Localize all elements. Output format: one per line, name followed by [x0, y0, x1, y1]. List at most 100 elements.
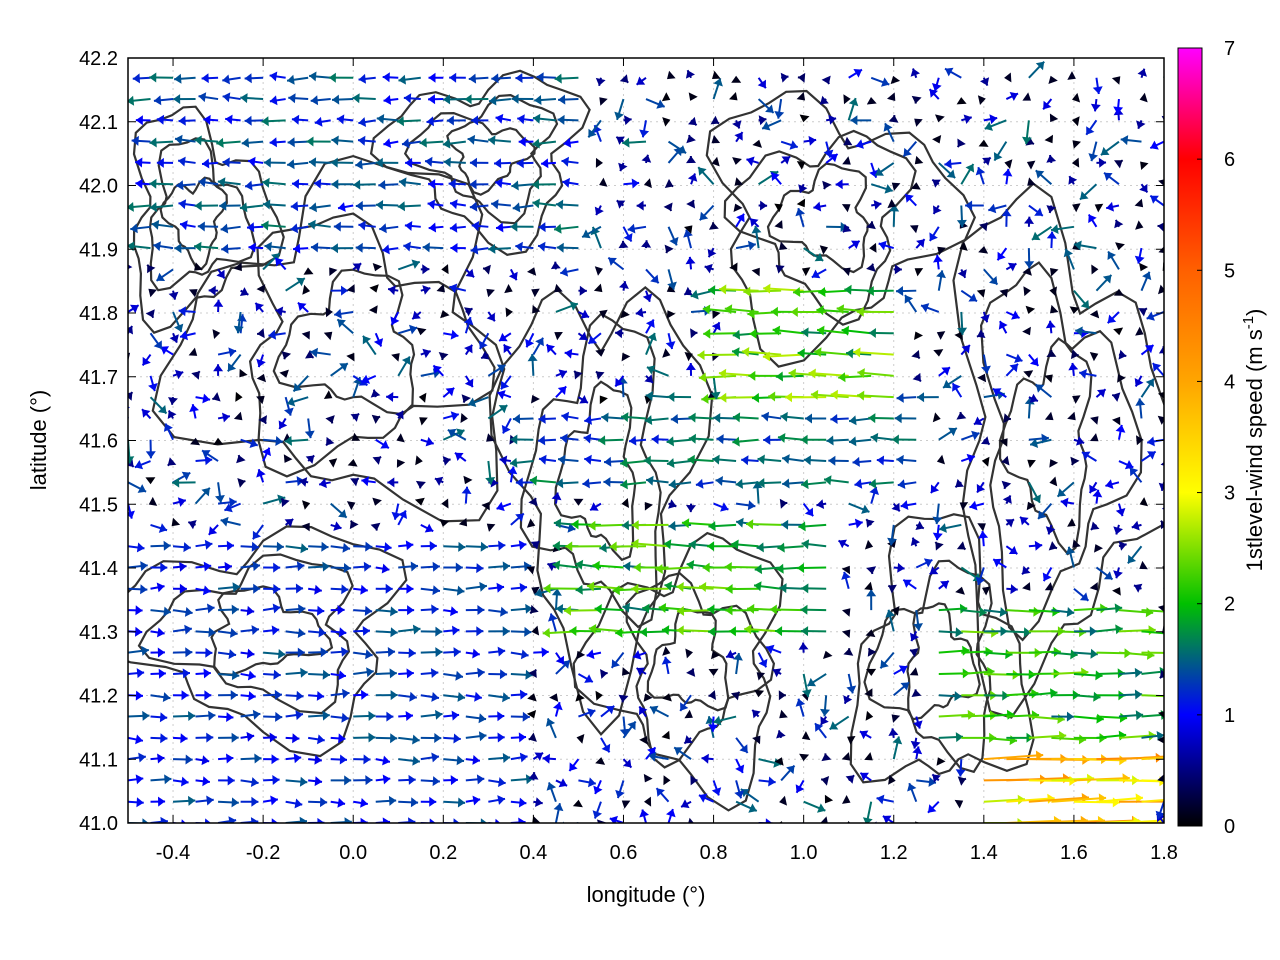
wind-vector-head	[362, 335, 372, 345]
wind-vector-head	[461, 486, 472, 494]
wind-vector-head	[587, 581, 595, 592]
wind-vector-head	[202, 158, 210, 169]
wind-vector-head	[246, 648, 255, 659]
wind-vector-head	[352, 263, 362, 272]
wind-vector-head	[923, 558, 933, 568]
wind-vector-head	[453, 647, 461, 658]
wind-vector-head	[478, 340, 488, 349]
wind-vector-head	[371, 414, 381, 424]
wind-vector-head	[376, 114, 385, 124]
wind-vector-head	[231, 732, 239, 743]
wind-vector-head	[550, 261, 561, 270]
wind-vector-head	[408, 648, 416, 658]
wind-vector-head	[955, 478, 964, 488]
wind-vector-head	[1067, 518, 1076, 527]
wind-vector-head	[320, 647, 328, 658]
wind-vector-head	[284, 407, 294, 416]
wind-vector-head	[896, 392, 904, 403]
wind-vector-head	[744, 624, 752, 635]
wind-vector-head	[483, 264, 491, 275]
wind-vector-head	[993, 558, 1002, 568]
wind-vector-head	[1048, 541, 1057, 551]
wind-vector-head	[404, 221, 413, 231]
wind-vector-head	[702, 562, 710, 573]
wind-vector-head	[796, 161, 806, 170]
wind-vector-head	[532, 305, 541, 314]
wind-vector-head	[351, 432, 361, 441]
wind-vector-head	[601, 412, 609, 423]
wind-vector-head	[1080, 299, 1090, 309]
wind-vector-head	[145, 477, 156, 485]
wind-vector-head	[651, 434, 659, 445]
wind-vector-head	[341, 712, 349, 723]
wind-vector-head	[496, 582, 505, 593]
wind-vector-head	[979, 222, 988, 232]
wind-vector-head	[734, 177, 744, 186]
wind-vector-head	[385, 583, 393, 594]
wind-vector-head	[292, 178, 300, 189]
wind-vector-head	[708, 521, 716, 532]
wind-vector-head	[299, 477, 308, 487]
wind-vector-head	[910, 182, 921, 190]
wind-vector-head	[418, 392, 427, 403]
wind-vector-head	[838, 372, 846, 383]
wind-vector-head	[754, 689, 765, 698]
wind-vector-head	[387, 477, 395, 488]
wind-vector-head	[936, 270, 946, 279]
wind-vector-head	[428, 179, 436, 190]
wind-vector-head	[499, 669, 508, 680]
wind-vector-head	[867, 648, 877, 657]
wind-vector	[1141, 630, 1164, 635]
wind-vector-head	[667, 392, 675, 402]
wind-vector-head	[623, 759, 632, 768]
wind-vector-head	[1158, 711, 1164, 719]
wind-vector-head	[593, 785, 603, 794]
wind-vector-head	[565, 541, 573, 552]
x-tick-label: 1.2	[880, 842, 908, 864]
wind-vector-head	[530, 541, 540, 550]
wind-vector-head	[620, 310, 630, 319]
terrain-contour-line	[906, 602, 981, 721]
terrain-contour-line	[625, 572, 776, 769]
wind-vector-head	[1115, 424, 1126, 433]
wind-vector-head	[1068, 176, 1078, 185]
wind-vector-head	[349, 520, 359, 530]
wind-vector-head	[644, 178, 652, 189]
colorbar-tick-label: 3	[1224, 483, 1235, 505]
wind-vector-head	[318, 627, 326, 638]
wind-vector-head	[498, 540, 506, 551]
wind-vector-head	[278, 420, 288, 429]
wind-vector-head	[330, 157, 338, 168]
wind-vector-head	[752, 735, 761, 745]
wind-vector-head	[528, 669, 537, 678]
wind-vector-head	[1118, 349, 1127, 360]
wind-vector-head	[317, 734, 325, 745]
wind-vector-head	[1092, 86, 1103, 94]
wind-vector-head	[510, 434, 518, 445]
wind-vector-head	[622, 137, 630, 148]
y-tick-label: 42.1	[79, 112, 118, 134]
wind-vector-head	[1093, 691, 1101, 702]
wind-vector-head	[993, 152, 1003, 161]
wind-vector-head	[532, 198, 540, 209]
wind-vector-head	[179, 561, 187, 572]
wind-vector-head	[907, 783, 917, 792]
wind-vector-head	[136, 668, 145, 679]
wind-vector-head	[582, 478, 590, 489]
wind-vector-head	[497, 711, 505, 722]
wind-vector-head	[598, 435, 606, 446]
wind-vector-head	[477, 667, 485, 678]
wind-vector-head	[1000, 626, 1008, 637]
wind-vector-head	[135, 774, 144, 785]
wind-vector-head	[1142, 271, 1152, 281]
wind-vector-head	[1147, 436, 1155, 447]
y-tick-label: 41.3	[79, 622, 118, 644]
wind-vector-head	[419, 137, 427, 148]
wind-vector-head	[198, 177, 206, 188]
wind-vector-head	[913, 623, 923, 631]
wind-vector-head	[135, 690, 143, 701]
wind-vector-head	[457, 797, 466, 808]
wind-vector-head	[363, 754, 371, 765]
wind-vector-head	[866, 668, 877, 676]
wind-vector-head	[1070, 456, 1080, 466]
